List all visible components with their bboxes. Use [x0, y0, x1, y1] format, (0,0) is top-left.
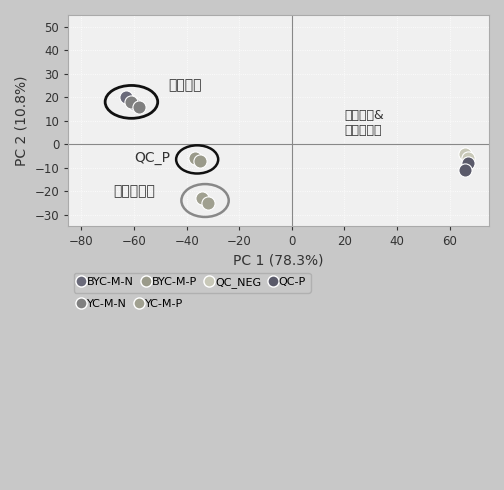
Text: QC_P: QC_P: [134, 151, 170, 165]
Point: [461, 166, 469, 174]
Point: [461, 149, 469, 157]
Point: [199, 194, 207, 202]
Point: [196, 157, 204, 165]
Point: [130, 100, 138, 108]
Point: [122, 93, 130, 101]
Point: [464, 159, 472, 167]
Text: 硫燻白芝&
非硫燻白芝: 硫燻白芝& 非硫燻白芝: [344, 109, 384, 137]
X-axis label: PC 1 (78.3%): PC 1 (78.3%): [233, 254, 324, 268]
Point: [204, 199, 212, 207]
Text: 非硫燻白芝: 非硫燻白芝: [113, 184, 155, 198]
Point: [191, 154, 199, 162]
Y-axis label: PC 2 (10.8%): PC 2 (10.8%): [15, 75, 29, 166]
Text: 硫燻白芝: 硫燻白芝: [168, 78, 202, 93]
Legend: YC-M-N, YC-M-P: YC-M-N, YC-M-P: [74, 295, 187, 314]
Point: [135, 103, 143, 111]
Point: [128, 98, 136, 106]
Point: [464, 154, 472, 162]
